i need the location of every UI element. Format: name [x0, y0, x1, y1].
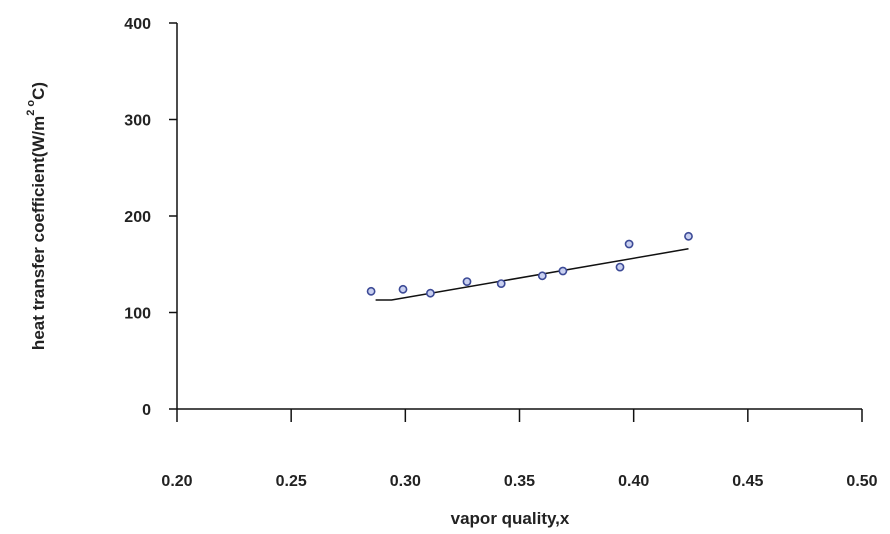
y-tick-label: 0	[142, 402, 151, 419]
x-ticks: 0.20 0.25 0.30 0.35 0.40 0.45 0.50	[161, 409, 878, 490]
y-tick-label: 400	[124, 16, 151, 33]
y-tick-label: 200	[124, 209, 151, 226]
data-points	[366, 231, 693, 298]
y-axis-title-degree: o	[25, 100, 37, 110]
x-tick-label: 0.45	[732, 473, 763, 490]
x-tick-label: 0.35	[504, 473, 535, 490]
x-tick-label: 0.40	[618, 473, 649, 490]
y-axis-title-tail: C)	[29, 82, 48, 100]
data-point	[624, 239, 634, 249]
y-axis-title-superscript: 2	[25, 110, 37, 116]
axes	[176, 23, 862, 410]
x-tick-label: 0.50	[846, 473, 877, 490]
y-ticks: 0 100 200 300 400	[124, 16, 177, 419]
fit-line	[375, 248, 689, 301]
x-tick-label: 0.30	[390, 473, 421, 490]
x-tick-label: 0.20	[161, 473, 192, 490]
data-point	[366, 286, 376, 296]
data-point	[425, 288, 435, 298]
data-point	[684, 231, 693, 241]
y-tick-label: 300	[124, 113, 151, 130]
x-tick-label: 0.25	[276, 473, 307, 490]
y-axis-title: heat transfer coefficient(W/m2 oC)	[25, 82, 48, 350]
data-point	[615, 262, 625, 272]
y-axis-title-main: heat transfer coefficient(W/m	[29, 116, 48, 350]
data-point	[496, 279, 506, 288]
data-point	[537, 271, 547, 281]
data-point	[462, 277, 472, 286]
x-axis-title: vapor quality,x	[451, 509, 570, 528]
y-tick-label: 100	[124, 306, 151, 323]
data-point	[558, 266, 568, 276]
fit-line-group	[375, 248, 689, 301]
data-point	[398, 284, 408, 294]
